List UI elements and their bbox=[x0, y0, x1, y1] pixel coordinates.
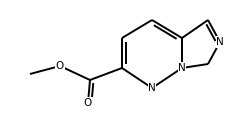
Text: N: N bbox=[216, 37, 224, 47]
Text: O: O bbox=[84, 98, 92, 108]
Text: N: N bbox=[178, 63, 186, 73]
Text: O: O bbox=[56, 61, 64, 71]
Text: N: N bbox=[148, 83, 156, 93]
